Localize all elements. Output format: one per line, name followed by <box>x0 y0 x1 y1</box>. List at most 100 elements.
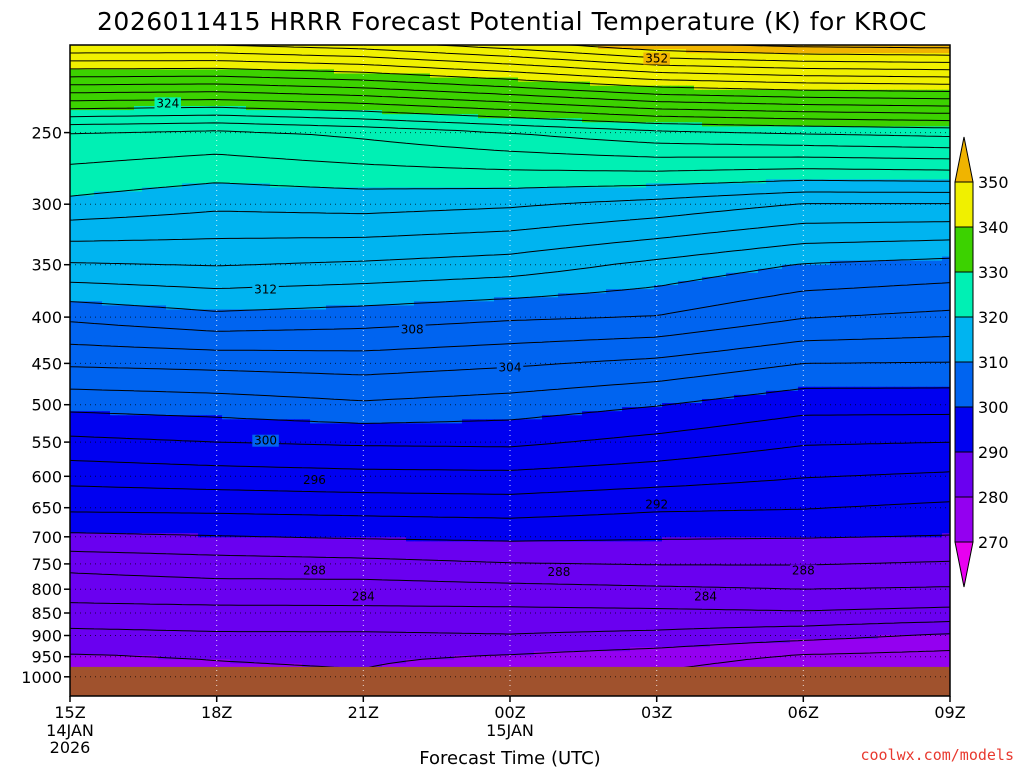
theta-cell <box>910 77 919 83</box>
theta-cell <box>414 219 423 225</box>
theta-cell <box>894 215 903 221</box>
theta-cell <box>542 183 551 189</box>
theta-cell <box>654 130 663 136</box>
theta-cell <box>422 101 431 107</box>
theta-cell <box>110 45 119 50</box>
theta-cell <box>510 101 519 107</box>
theta-cell <box>854 215 863 221</box>
theta-cell <box>510 183 519 189</box>
theta-cell <box>558 146 567 152</box>
theta-cell <box>846 106 855 111</box>
theta-cell <box>518 130 527 136</box>
theta-cell <box>286 49 295 54</box>
theta-cell <box>406 199 415 205</box>
theta-cell <box>358 146 367 152</box>
theta-cell <box>534 81 543 87</box>
theta-cell <box>638 203 647 209</box>
theta-cell <box>222 167 231 172</box>
theta-cell <box>102 175 111 180</box>
theta-cell <box>270 97 279 103</box>
theta-cell <box>854 175 863 180</box>
theta-cell <box>334 110 343 115</box>
theta-cell <box>518 69 527 75</box>
theta-cell <box>558 73 567 79</box>
theta-cell <box>454 134 463 140</box>
theta-cell <box>70 93 79 99</box>
theta-cell <box>886 199 895 205</box>
theta-cell <box>750 203 759 209</box>
theta-cell <box>582 101 591 107</box>
theta-cell <box>102 110 111 115</box>
theta-cell <box>118 158 127 164</box>
theta-cell <box>670 138 679 144</box>
theta-cell <box>350 224 359 229</box>
theta-cell <box>838 97 847 103</box>
theta-cell <box>86 49 95 54</box>
theta-cell <box>854 187 863 193</box>
theta-cell <box>398 199 407 205</box>
theta-cell <box>326 211 335 217</box>
theta-cell <box>574 53 583 58</box>
theta-cell <box>174 187 183 193</box>
theta-cell <box>478 183 487 189</box>
theta-cell <box>902 179 911 184</box>
theta-cell <box>70 65 79 71</box>
theta-cell <box>366 187 375 193</box>
theta-cell <box>478 215 487 221</box>
theta-cell <box>398 73 407 79</box>
theta-cell <box>126 93 135 99</box>
theta-cell <box>934 183 943 189</box>
theta-cell <box>542 65 551 71</box>
theta-cell <box>150 175 159 180</box>
theta-cell <box>598 215 607 221</box>
theta-cell <box>750 171 759 176</box>
theta-cell <box>550 118 559 123</box>
theta-cell <box>358 195 367 201</box>
theta-cell <box>294 73 303 79</box>
theta-cell <box>598 77 607 83</box>
theta-cell <box>590 45 599 50</box>
theta-cell <box>294 215 303 221</box>
theta-cell <box>382 134 391 140</box>
theta-cell <box>166 150 175 156</box>
theta-cell <box>262 45 271 50</box>
theta-cell <box>918 191 927 197</box>
theta-cell <box>518 191 527 197</box>
theta-cell <box>662 203 671 209</box>
theta-cell <box>478 122 487 127</box>
theta-cell <box>238 158 247 164</box>
theta-cell <box>374 81 383 87</box>
theta-cell <box>902 187 911 193</box>
theta-cell <box>422 167 431 172</box>
theta-cell <box>334 142 343 148</box>
theta-cell <box>302 187 311 193</box>
theta-cell <box>534 203 543 209</box>
theta-cell <box>406 65 415 71</box>
theta-cell <box>766 195 775 201</box>
theta-cell <box>190 179 199 184</box>
theta-cell <box>326 114 335 119</box>
theta-cell <box>430 61 439 66</box>
theta-cell <box>606 150 615 156</box>
theta-cell <box>598 134 607 140</box>
theta-cell <box>190 215 199 221</box>
theta-cell <box>702 215 711 221</box>
theta-cell <box>590 65 599 71</box>
theta-cell <box>630 191 639 197</box>
theta-cell <box>470 85 479 91</box>
theta-cell <box>718 158 727 164</box>
theta-cell <box>454 179 463 184</box>
theta-cell <box>862 114 871 119</box>
theta-cell <box>854 81 863 87</box>
theta-cell <box>326 228 335 233</box>
theta-cell <box>910 122 919 127</box>
theta-cell <box>262 81 271 87</box>
theta-cell <box>270 134 279 140</box>
theta-cell <box>734 106 743 111</box>
theta-cell <box>534 171 543 176</box>
theta-cell <box>518 61 527 66</box>
theta-cell <box>486 195 495 201</box>
theta-cell <box>102 171 111 176</box>
theta-cell <box>238 175 247 180</box>
theta-cell <box>262 49 271 54</box>
